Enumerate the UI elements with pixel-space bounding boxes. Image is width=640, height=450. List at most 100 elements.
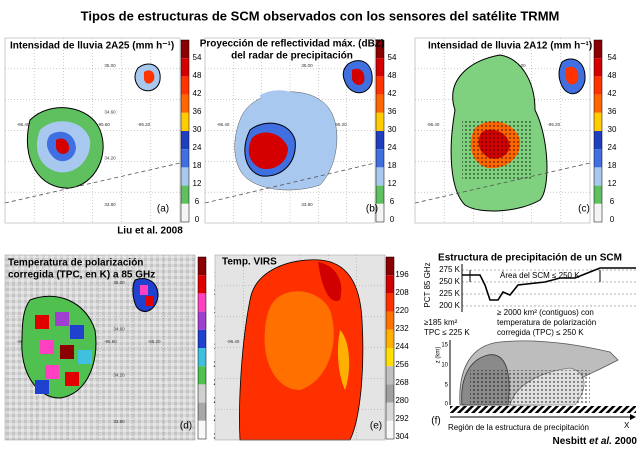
pixel-block (140, 285, 148, 295)
z-tick-label: 10 (441, 363, 448, 369)
colorbar-segment (198, 402, 206, 421)
lat-label: 33.80 (301, 202, 313, 207)
lon-label: -95.20 (148, 339, 161, 344)
colorbar-label: 48 (608, 71, 617, 80)
storm-region (248, 132, 288, 170)
panel-title: Proyección de reflectividad máx. (dBZ) (200, 39, 385, 50)
colorbar-label: 256 (395, 360, 409, 369)
colorbar-segment (386, 329, 394, 348)
colorbar-label: 6 (610, 197, 615, 206)
colorbar-segment (386, 402, 394, 421)
annotation: corregida (TPC) ≤ 250 K (497, 328, 584, 337)
colorbar-segment (386, 384, 394, 403)
colorbar-label: 280 (395, 396, 409, 405)
colorbar-label: 36 (608, 107, 617, 116)
colorbar-frame (593, 39, 603, 223)
lon-label: -95.20 (547, 122, 560, 127)
boundary-curve (4, 162, 181, 204)
annotation: Área del SCM ≤ 250 K (500, 271, 580, 280)
colorbar-segment (376, 94, 384, 113)
panel-title: del radar de precipitación (231, 51, 353, 62)
colorbar-label: 24 (608, 143, 617, 152)
colorbar-segment (594, 58, 602, 77)
colorbar-frame (180, 39, 190, 223)
colorbar-segment (181, 94, 189, 113)
colorbar-label: 36 (193, 107, 202, 116)
lat-label: 35.00 (301, 63, 313, 68)
colorbar-segment (198, 311, 206, 330)
colorbar-segment (198, 293, 206, 312)
colorbar-label: 30 (193, 125, 202, 134)
citation-part: Nesbitt (553, 436, 590, 447)
colorbar-label: 42 (388, 89, 397, 98)
storm-region (566, 66, 579, 85)
colorbar-segment (198, 366, 206, 385)
colorbar-segment (594, 131, 602, 150)
citation-part: 2000 (612, 436, 637, 447)
y-axis-label: PCT 85 GHz (423, 262, 432, 307)
colorbar-segment (376, 167, 384, 186)
lat-label: 35.00 (113, 280, 125, 285)
panel-title: corregida (TPC, en K) a 85 GHz (8, 270, 155, 281)
colorbar-segment (386, 348, 394, 367)
panel-letter: (c) (578, 204, 590, 215)
colorbar-segment (181, 112, 189, 131)
z-tick-label: 5 (445, 383, 449, 389)
x-axis-label: Región de la estructura de precipitación (448, 423, 589, 432)
colorbar-segment (181, 149, 189, 168)
colorbar-label: 12 (193, 179, 202, 188)
colorbar-segment (594, 149, 602, 168)
colorbar-label: 244 (395, 342, 409, 351)
lat-label: 34.60 (113, 326, 125, 331)
pixel-block (78, 350, 92, 364)
annotation: temperatura de polarización (497, 318, 596, 327)
colorbar-segment (181, 76, 189, 95)
y-tick-label: 275 K (439, 265, 461, 274)
panel-letter: (e) (370, 421, 382, 432)
colorbar-segment (181, 167, 189, 186)
map-frame (214, 254, 386, 441)
lon-label: -95.60 (104, 339, 117, 344)
panel-title: Estructura de precipitación de un SCM (438, 253, 622, 264)
map-panel: 35.0034.6034.2033.80-96.40-96.00-95.60-9… (4, 254, 227, 441)
colorbar-segment (376, 76, 384, 95)
colorbar-segment (386, 420, 394, 439)
map-frame (4, 37, 181, 224)
colorbar-segment (181, 185, 189, 204)
colorbar-segment (376, 185, 384, 204)
colorbar-segment (594, 203, 602, 222)
colorbar-label: 196 (395, 270, 409, 279)
pixel-block (40, 340, 54, 354)
lat-label: 34.20 (104, 156, 116, 161)
lon-label: -95.60 (97, 122, 110, 127)
colorbar-label: 30 (608, 125, 617, 134)
storm-region (21, 295, 97, 399)
colorbar-segment (594, 76, 602, 95)
lat-label: 35.00 (104, 63, 116, 68)
pixel-block (65, 372, 79, 386)
colorbar-segment (376, 203, 384, 222)
panel-letter: (d) (180, 421, 192, 432)
colorbar-segment (376, 131, 384, 150)
colorbar-label: 42 (193, 89, 202, 98)
panel-title: Intensidad de lluvia 2A12 (mm h⁻¹) (428, 41, 592, 52)
colorbar-segment (386, 311, 394, 330)
colorbar-label: 304 (395, 432, 409, 441)
colorbar-segment (594, 185, 602, 204)
stippling (462, 120, 532, 180)
lon-label: -95.20 (137, 122, 150, 127)
colorbar-label: 18 (608, 161, 617, 170)
colorbar-segment (376, 112, 384, 131)
colorbar-segment (386, 257, 394, 276)
storm-region (144, 70, 155, 84)
colorbar-segment (181, 203, 189, 222)
colorbar-segment (594, 94, 602, 113)
colorbar-segment (198, 275, 206, 294)
pixel-block (35, 380, 49, 394)
colorbar-label: 268 (395, 378, 409, 387)
map-panel: 35.0034.6034.2033.80-96.40-96.00-95.60-9… (414, 37, 617, 224)
figure-title: Tipos de estructuras de SCM observados c… (81, 8, 560, 23)
panel-letter: (a) (157, 204, 169, 215)
storm-region (56, 138, 70, 154)
citation-part: et al. (589, 436, 612, 447)
